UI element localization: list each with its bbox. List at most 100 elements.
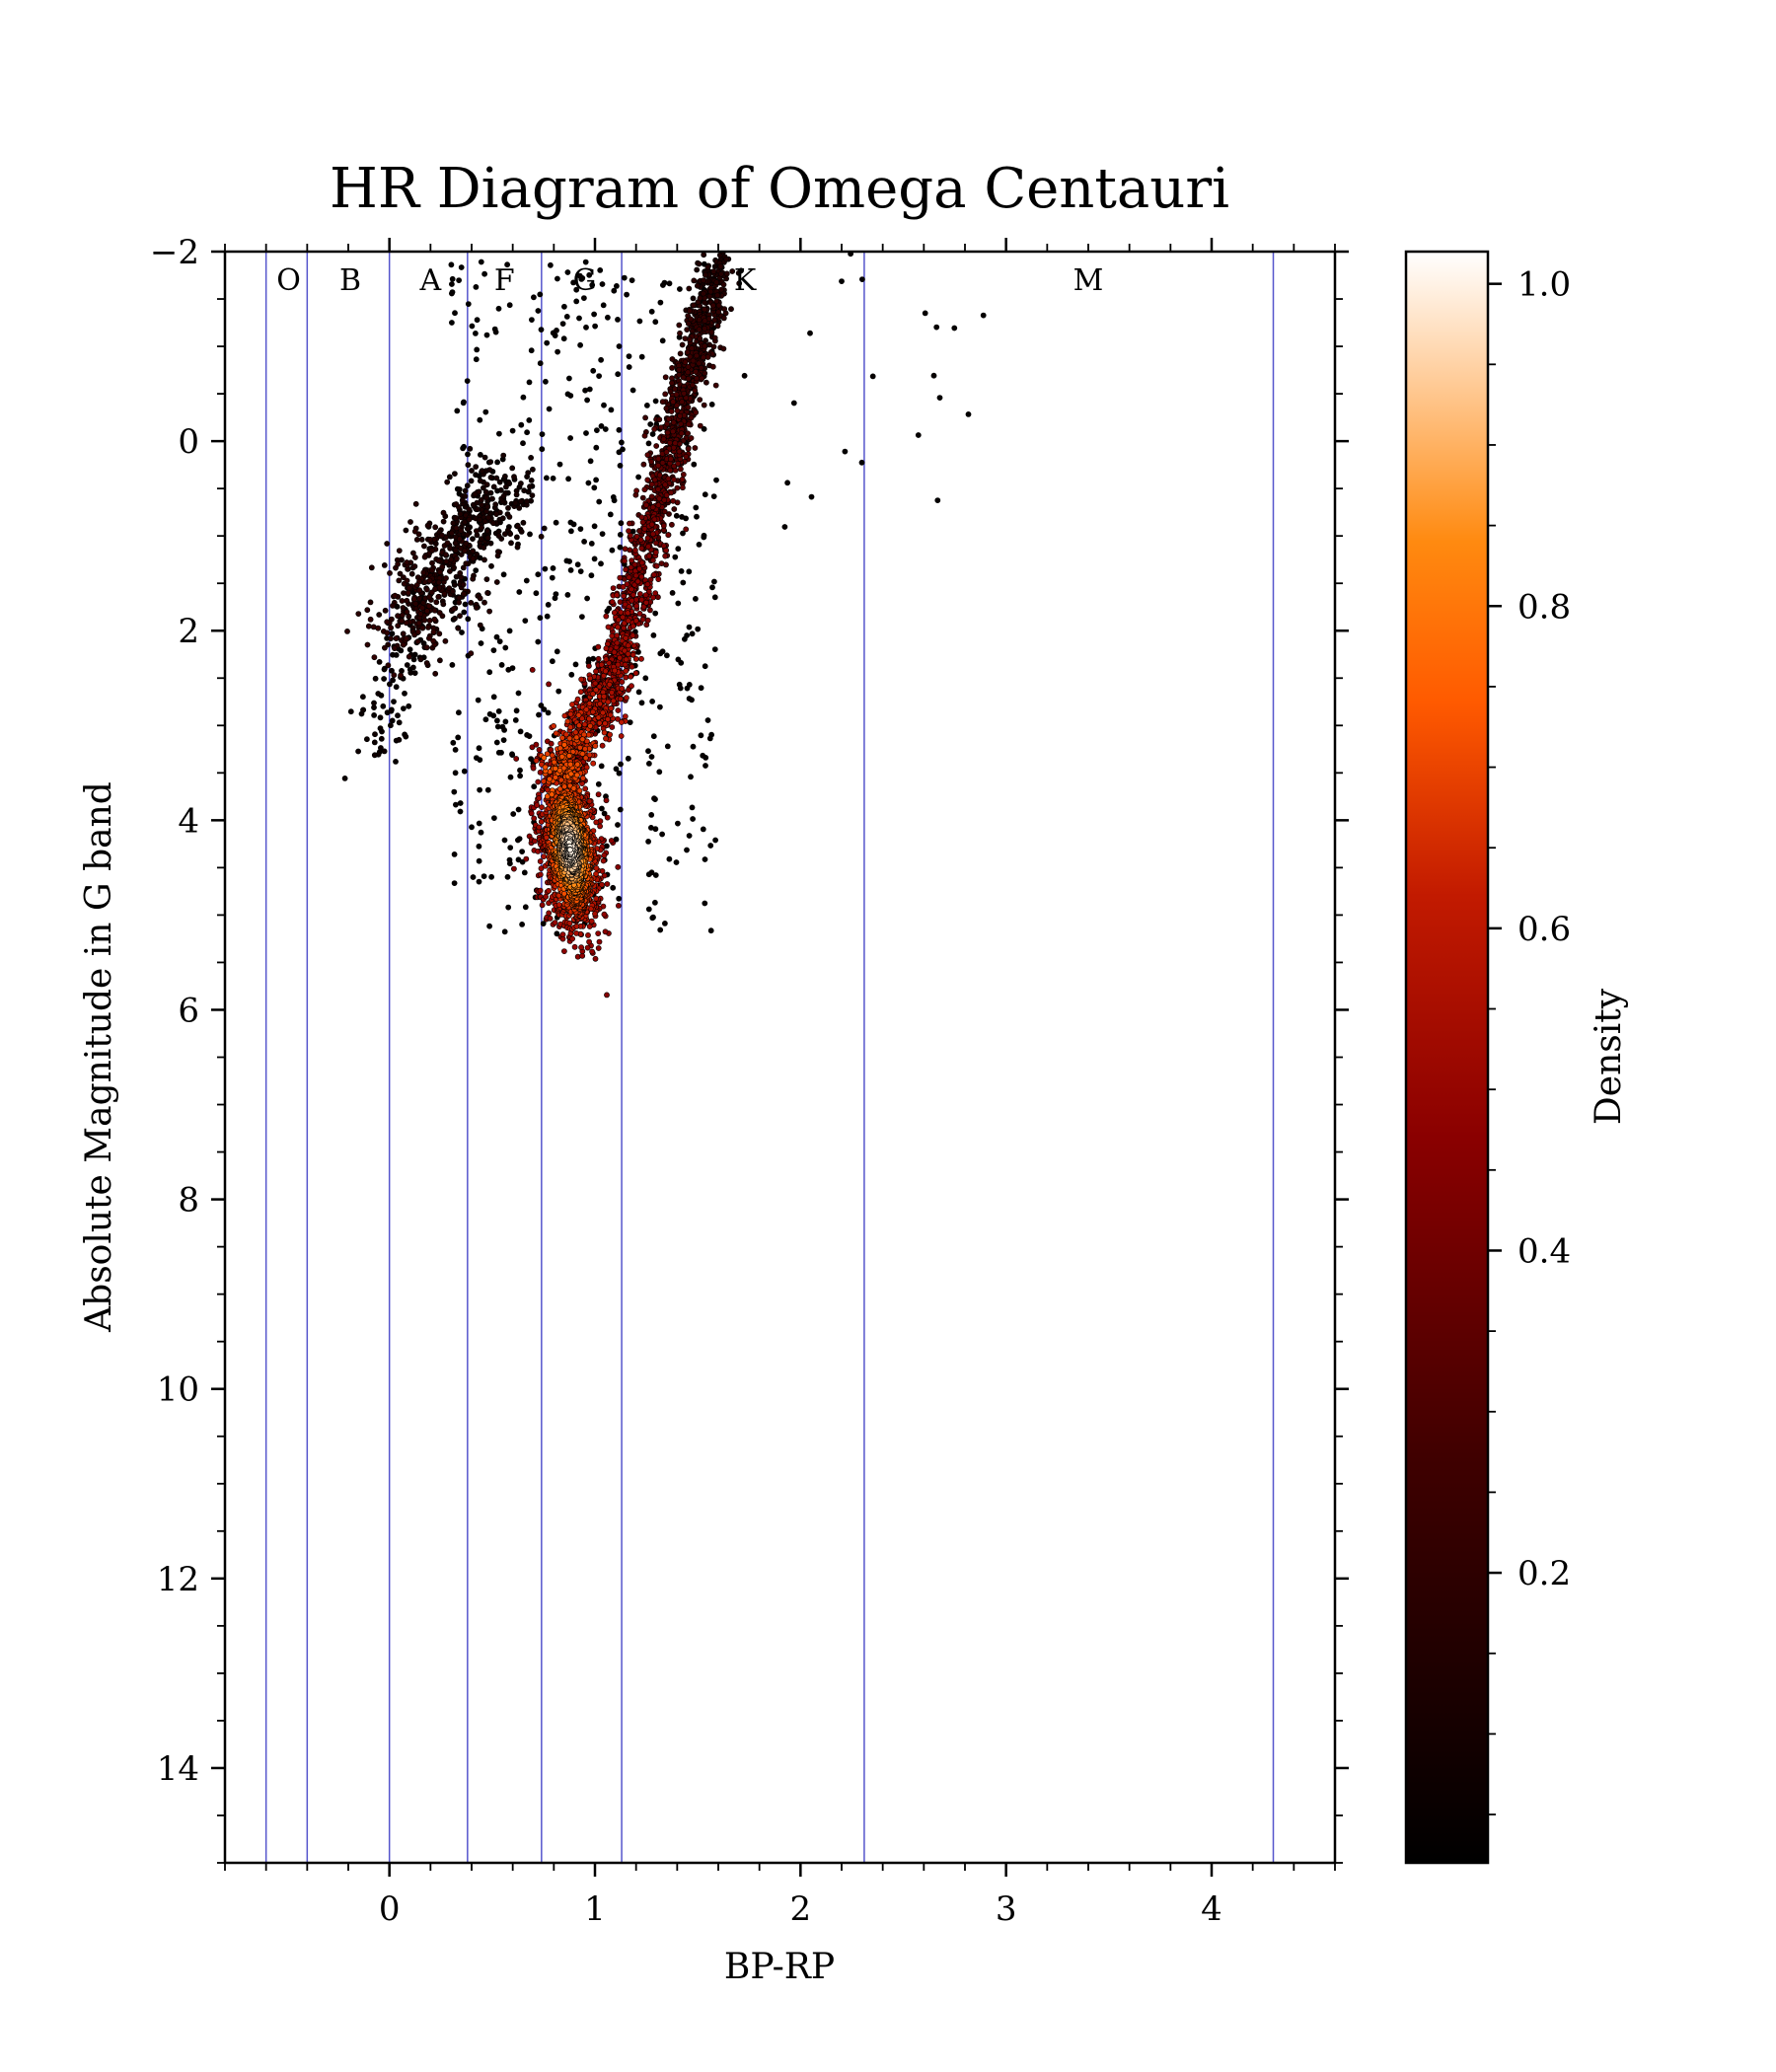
star-point <box>483 332 490 338</box>
star-point <box>615 624 621 630</box>
y-tick-label: 14 <box>157 1749 199 1789</box>
star-point <box>544 339 551 346</box>
star-point <box>459 497 466 503</box>
star-point <box>511 865 517 872</box>
star-point <box>371 654 378 661</box>
star-point <box>679 476 686 482</box>
star-point <box>711 578 717 585</box>
star-point <box>476 820 482 827</box>
star-point <box>680 484 686 491</box>
star-point <box>702 856 708 862</box>
star-point <box>698 364 704 371</box>
star-point <box>633 533 640 540</box>
star-point <box>395 613 401 620</box>
star-point <box>663 547 670 554</box>
star-point <box>522 618 529 624</box>
star-point <box>466 506 473 513</box>
star-point <box>678 430 685 437</box>
star-point <box>388 625 394 631</box>
star-point <box>667 439 673 446</box>
colorbar-tick-label: 1.0 <box>1517 265 1571 305</box>
star-point <box>596 719 603 726</box>
star-point <box>529 317 535 323</box>
star-point <box>677 412 683 419</box>
star-point <box>495 430 502 437</box>
star-point <box>518 529 525 535</box>
star-point <box>934 497 941 503</box>
star-point <box>610 493 617 500</box>
star-point <box>389 667 395 674</box>
star-point <box>670 419 677 426</box>
star-point <box>515 690 522 697</box>
star-point <box>473 755 480 761</box>
star-point <box>686 682 693 688</box>
star-point <box>589 948 595 955</box>
star-point <box>448 261 455 268</box>
star-point <box>626 353 632 359</box>
star-point <box>417 656 424 663</box>
star-point <box>709 584 715 591</box>
star-point <box>628 532 633 539</box>
star-point <box>639 616 646 623</box>
star-point <box>484 535 491 541</box>
star-point <box>528 810 535 817</box>
star-point <box>477 451 483 458</box>
star-point <box>436 657 443 664</box>
star-point <box>685 375 692 382</box>
star-point <box>546 406 553 412</box>
star-point <box>586 701 593 706</box>
star-point <box>415 531 422 538</box>
star-point <box>660 523 667 529</box>
star-point <box>593 819 600 826</box>
star-point <box>453 515 460 521</box>
y-tick-label: 6 <box>178 991 199 1030</box>
star-point <box>728 306 734 313</box>
star-point <box>674 484 681 491</box>
star-point <box>702 663 708 670</box>
star-point <box>615 863 622 870</box>
star-point <box>702 326 708 332</box>
star-point <box>488 562 494 569</box>
star-point <box>592 743 599 749</box>
star-point <box>632 572 639 579</box>
star-point <box>573 734 580 741</box>
star-point <box>697 397 703 403</box>
star-point <box>506 302 513 309</box>
colorbar-label: Density <box>1589 988 1629 1125</box>
star-point <box>500 492 507 499</box>
star-point <box>591 523 598 530</box>
star-point <box>518 481 524 486</box>
star-point <box>566 735 573 742</box>
star-point <box>516 589 523 595</box>
star-point <box>432 524 439 531</box>
star-point <box>590 367 597 374</box>
star-point <box>644 535 651 542</box>
star-point <box>541 525 548 532</box>
spectral-class-boundaries <box>264 252 1275 1863</box>
star-point <box>543 378 549 385</box>
star-point <box>500 737 507 743</box>
star-point <box>365 623 372 629</box>
star-point <box>526 733 533 739</box>
star-point <box>544 613 551 620</box>
star-point <box>605 699 612 705</box>
star-point <box>617 654 623 661</box>
star-point <box>476 843 482 850</box>
star-point <box>410 596 417 602</box>
star-point <box>678 466 684 473</box>
star-point <box>569 935 575 942</box>
star-point <box>539 804 545 810</box>
star-point <box>492 501 499 508</box>
star-point <box>538 533 545 540</box>
star-point <box>703 379 709 386</box>
star-point <box>635 689 642 696</box>
star-point <box>569 702 575 707</box>
star-point <box>616 343 623 349</box>
star-point <box>561 948 567 954</box>
star-point <box>584 397 590 404</box>
star-point <box>405 589 411 596</box>
star-point <box>655 486 661 492</box>
star-point <box>464 482 471 489</box>
